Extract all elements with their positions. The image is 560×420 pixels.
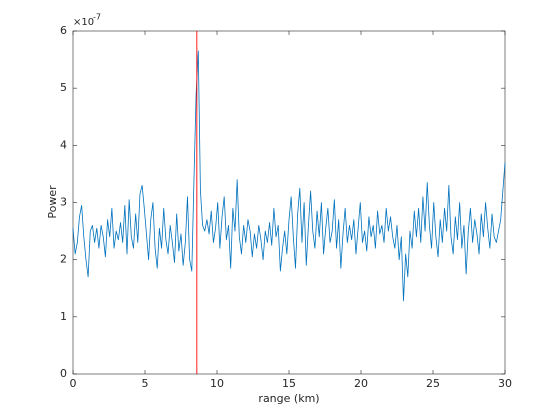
y-exponent-base: ×10 — [73, 17, 94, 28]
y-tick-label: 0 — [60, 367, 67, 380]
x-tick-label: 15 — [282, 377, 296, 390]
y-axis-label: Power — [46, 185, 59, 219]
y-tick-label: 6 — [60, 24, 67, 37]
y-exponent: -7 — [93, 13, 101, 22]
y-tick-label: 3 — [60, 196, 67, 209]
plot-box — [72, 30, 506, 375]
x-tick-label: 25 — [426, 377, 440, 390]
data-line — [72, 50, 506, 302]
x-tick-label: 5 — [142, 377, 149, 390]
y-tick-label: 5 — [60, 81, 67, 94]
y-tick-label: 4 — [60, 138, 67, 151]
y-tick-label: 1 — [60, 310, 67, 323]
x-tick-label: 0 — [70, 377, 77, 390]
x-tick-label: 10 — [210, 377, 224, 390]
x-axis-label: range (km) — [258, 392, 319, 405]
y-tick-label: 2 — [60, 253, 67, 266]
x-tick-label: 20 — [354, 377, 368, 390]
x-tick-label: 30 — [498, 377, 512, 390]
